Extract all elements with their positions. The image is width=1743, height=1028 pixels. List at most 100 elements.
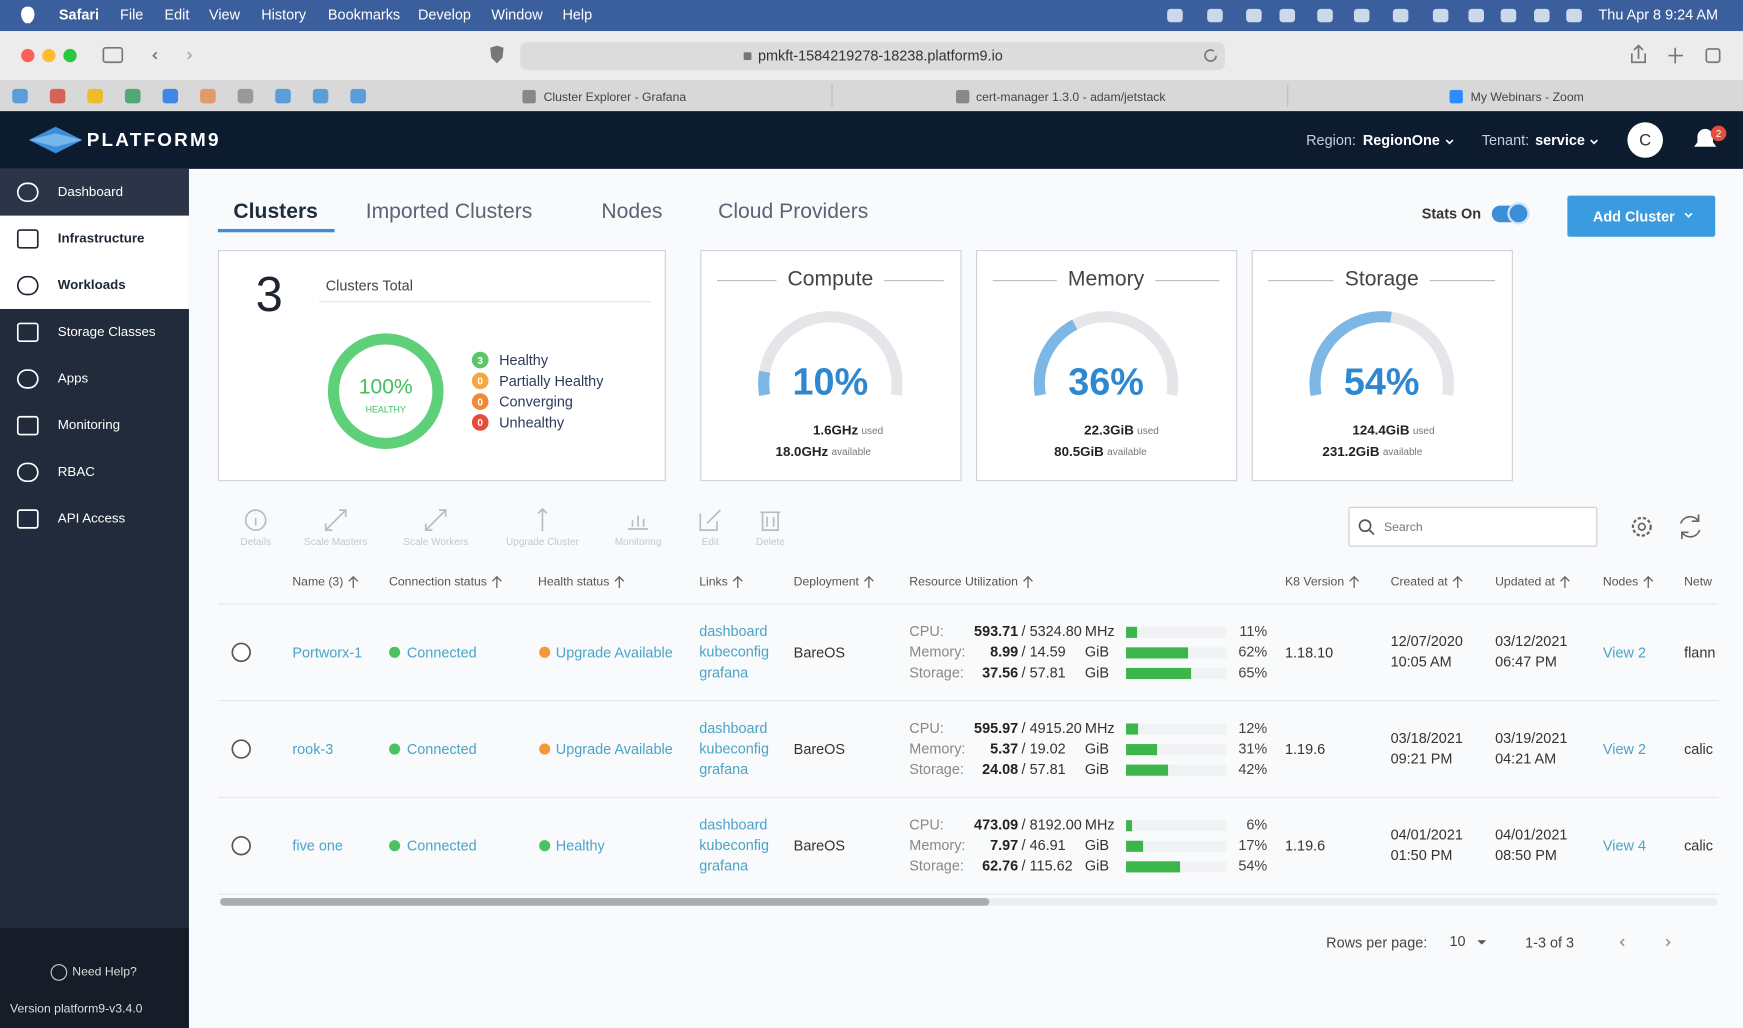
k8-version: 1.18.10 — [1285, 645, 1333, 661]
status-icon — [1566, 8, 1582, 23]
cluster-name[interactable]: rook-3 — [292, 742, 333, 758]
action-label[interactable]: Monitoring — [615, 537, 662, 548]
cluster-link[interactable]: dashboard — [699, 818, 767, 834]
bookmark-icon[interactable] — [87, 88, 103, 104]
bookmark-icon[interactable] — [124, 88, 141, 104]
help-link[interactable]: Need Help? — [72, 965, 137, 979]
sidebar-button[interactable] — [102, 46, 124, 64]
browser-tab[interactable]: cert-manager 1.3.0 - adam/jetstack — [976, 90, 1166, 104]
row-select[interactable] — [231, 642, 251, 663]
menu-item[interactable]: Develop — [418, 7, 471, 23]
action-label[interactable]: Scale Masters — [304, 537, 367, 548]
nav-tab[interactable]: Imported Clusters — [366, 200, 533, 223]
window-button[interactable] — [63, 48, 77, 63]
menu-item[interactable]: File — [120, 7, 143, 23]
cluster-link[interactable]: grafana — [699, 762, 749, 778]
nodes-link[interactable]: View 2 — [1603, 645, 1646, 661]
sidebar-item[interactable]: Dashboard — [58, 184, 123, 199]
settings-icon[interactable] — [1631, 516, 1652, 537]
bookmark-icon[interactable] — [200, 88, 216, 104]
cluster-name[interactable]: Portworx-1 — [292, 645, 362, 661]
cluster-link[interactable]: dashboard — [699, 624, 767, 640]
resource-used: 473.09 — [974, 818, 1018, 834]
url-bar[interactable] — [520, 42, 1225, 71]
column-header[interactable]: Nodes — [1603, 575, 1638, 589]
window-button[interactable] — [21, 48, 35, 63]
sidebar-item[interactable]: Storage Classes — [58, 324, 156, 339]
status-icon — [1353, 8, 1370, 23]
column-header[interactable]: Netw — [1684, 575, 1712, 589]
action-label[interactable]: Delete — [756, 537, 785, 548]
menu-item[interactable]: Window — [491, 7, 543, 23]
sidebar-item[interactable]: API Access — [58, 511, 126, 526]
cluster-link[interactable]: grafana — [699, 665, 749, 681]
bookmark-icon[interactable] — [12, 88, 28, 104]
column-header[interactable]: Connection status — [389, 575, 487, 589]
bookmark-icon[interactable] — [162, 88, 179, 104]
menu-item[interactable]: Bookmarks — [328, 7, 400, 23]
tenant[interactable]: service — [1535, 133, 1585, 149]
nav-tab[interactable]: Nodes — [601, 200, 662, 223]
nodes-link[interactable]: View 4 — [1603, 839, 1646, 855]
bookmark-icon[interactable] — [350, 88, 366, 104]
resource-unit: MHz — [1085, 818, 1115, 834]
health-status[interactable]: Upgrade Available — [556, 645, 673, 661]
sidebar-item[interactable]: Apps — [58, 370, 89, 385]
usage-percent: 12% — [1238, 721, 1267, 737]
cluster-link[interactable]: dashboard — [699, 721, 767, 737]
menu-item[interactable]: Help — [562, 7, 592, 23]
action-label[interactable]: Details — [240, 537, 271, 548]
cluster-link[interactable]: grafana — [699, 859, 749, 875]
bookmark-icon[interactable] — [275, 88, 291, 104]
scroll-thumb[interactable] — [220, 897, 990, 906]
bookmark-icon[interactable] — [312, 88, 329, 104]
health-status[interactable]: Healthy — [556, 839, 606, 855]
sidebar-item[interactable]: RBAC — [58, 464, 95, 479]
updated-at: 04/01/2021 — [1495, 828, 1567, 844]
health-status[interactable]: Upgrade Available — [556, 742, 673, 758]
bookmark-icon[interactable] — [237, 88, 254, 104]
sidebar-item[interactable]: Monitoring — [58, 417, 120, 432]
add-cluster-button[interactable] — [1567, 195, 1716, 237]
resource-total: / 5324.80 — [1022, 624, 1082, 640]
action-label[interactable]: Scale Workers — [403, 537, 468, 548]
menu-item[interactable]: View — [209, 7, 241, 23]
nodes-link[interactable]: View 2 — [1603, 742, 1646, 758]
menu-item[interactable]: Edit — [165, 7, 190, 23]
cluster-link[interactable]: kubeconfig — [699, 645, 769, 661]
action-label[interactable]: Edit — [702, 537, 719, 548]
stats-toggle-knob — [1507, 202, 1530, 225]
search-box[interactable] — [1348, 506, 1598, 547]
column-header[interactable]: Deployment — [794, 575, 860, 589]
title-rule — [1429, 280, 1496, 282]
column-header[interactable]: Name (3) — [292, 575, 343, 589]
row-select[interactable] — [231, 739, 251, 759]
action-icon — [699, 509, 721, 531]
menu-item[interactable]: History — [261, 7, 307, 23]
cluster-link[interactable]: kubeconfig — [699, 838, 769, 854]
column-header[interactable]: Resource Utilization — [909, 575, 1018, 589]
nav-tab[interactable]: Cloud Providers — [718, 200, 868, 223]
column-header[interactable]: Links — [699, 575, 728, 589]
column-header[interactable]: Updated at — [1495, 575, 1555, 589]
bookmark-icon[interactable] — [49, 88, 66, 104]
status-icon — [1317, 8, 1333, 23]
avatar[interactable] — [1627, 122, 1663, 158]
browser-tab[interactable]: Cluster Explorer - Grafana — [544, 90, 687, 104]
sidebar-item[interactable]: Infrastructure — [58, 230, 145, 245]
browser-tab[interactable]: My Webinars - Zoom — [1471, 90, 1584, 104]
row-select[interactable] — [231, 836, 251, 856]
rows-per-page[interactable]: 10 — [1450, 934, 1466, 950]
column-header[interactable]: Created at — [1391, 575, 1449, 589]
cluster-name[interactable]: five one — [292, 839, 343, 855]
cluster-link[interactable]: kubeconfig — [699, 741, 769, 757]
column-header[interactable]: Health status — [538, 575, 609, 589]
nav-tab[interactable]: Clusters — [233, 200, 317, 223]
column-header[interactable]: K8 Version — [1285, 575, 1344, 589]
reload-icon — [1204, 49, 1217, 62]
region[interactable]: RegionOne — [1363, 133, 1440, 149]
action-label[interactable]: Upgrade Cluster — [506, 537, 579, 548]
sidebar-item[interactable]: Workloads — [58, 277, 126, 292]
app-menu[interactable]: Safari — [59, 7, 99, 23]
window-button[interactable] — [42, 48, 56, 63]
